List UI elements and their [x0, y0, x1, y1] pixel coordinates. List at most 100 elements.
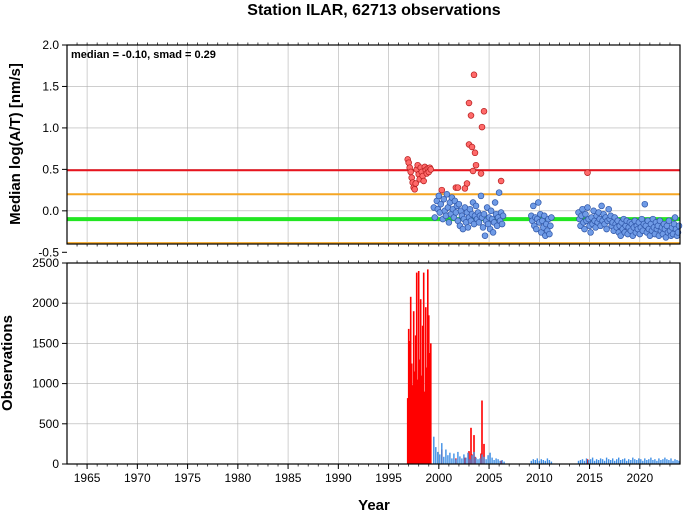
bar-red — [425, 307, 427, 464]
bar-blue — [624, 458, 626, 464]
bottom-x-ticks: 1965 1970 1975 1980 1985 1990 1995 2000 2005 2010… — [74, 260, 671, 485]
x-tick-label: 1965 — [74, 471, 101, 485]
top-y-tick-label: 0.0 — [42, 204, 59, 218]
bar-blue — [670, 458, 672, 464]
bar-blue — [595, 459, 598, 464]
bar-red — [468, 451, 470, 464]
bar-blue — [453, 453, 455, 464]
scatter-point-red — [454, 184, 462, 191]
bar-blue — [548, 460, 551, 464]
bar-blue — [664, 457, 666, 464]
scatter-point-blue — [477, 192, 485, 200]
bar-red — [409, 296, 412, 464]
bar-red — [421, 325, 424, 464]
bottom-y-axis-label: Observations — [0, 315, 16, 411]
scatter-point-red — [470, 71, 478, 79]
scatter-point-blue — [675, 222, 683, 230]
bottom-y-tick-label: 2500 — [32, 256, 59, 270]
scatter-point-red — [584, 169, 591, 176]
bar-blue — [676, 460, 678, 464]
x-tick-label: 2010 — [526, 471, 553, 485]
scatter-point-red — [407, 168, 414, 176]
scatter-point-red — [467, 112, 475, 119]
bar-red — [406, 398, 409, 464]
scatter-point-blue — [546, 230, 553, 238]
scatter-point-blue — [603, 225, 610, 233]
scatter-point-blue — [495, 189, 503, 196]
bar-blue — [632, 457, 634, 464]
bar-blue — [591, 457, 594, 464]
bar-blue — [461, 458, 463, 464]
top-scatter-points — [404, 71, 683, 241]
stats-annotation: median = -0.10, smad = 0.29 — [71, 49, 216, 61]
bar-red — [407, 328, 410, 464]
bar-blue — [477, 459, 479, 464]
bar-red — [408, 341, 411, 464]
scatter-point-blue — [530, 202, 537, 210]
scatter-point-red — [468, 143, 476, 151]
bar-blue — [499, 460, 501, 464]
bar-blue — [652, 460, 654, 464]
scatter-point-red — [438, 186, 446, 194]
bottom-bars — [406, 269, 680, 464]
scatter-point-blue — [481, 232, 489, 239]
scatter-point-blue — [584, 204, 591, 211]
bar-blue — [441, 443, 443, 464]
scatter-point-blue — [587, 229, 594, 236]
bar-blue — [610, 460, 612, 464]
bar-blue — [587, 460, 590, 464]
top-panel: -0.5 0.0 0.5 1.0 1.5 2.0 median = -0.10, smad… — [7, 38, 683, 259]
x-tick-label: 1990 — [325, 471, 352, 485]
top-reference-lines — [67, 169, 680, 245]
scatter-point-blue — [479, 224, 487, 231]
bar-blue — [497, 459, 499, 464]
bar-red — [586, 459, 589, 464]
scatter-point-blue — [665, 217, 673, 225]
bar-red — [464, 457, 466, 464]
bar-red — [429, 353, 431, 464]
scatter-point-blue — [582, 210, 589, 218]
bar-blue — [503, 461, 505, 464]
x-tick-label: 1995 — [375, 471, 402, 485]
scatter-point-red — [411, 186, 418, 193]
bar-blue — [463, 454, 465, 464]
scatter-point-red — [478, 123, 486, 131]
bar-blue — [581, 459, 584, 464]
scatter-point-blue — [598, 202, 605, 210]
bar-blue — [449, 452, 451, 464]
bar-blue — [658, 458, 660, 464]
bar-blue — [648, 459, 650, 464]
bar-blue — [668, 460, 670, 464]
bar-blue — [465, 457, 467, 464]
bar-red — [430, 343, 432, 464]
bar-blue — [459, 456, 461, 464]
scatter-point-blue — [475, 219, 483, 226]
bar-blue — [634, 459, 636, 464]
bar-blue — [630, 460, 632, 464]
bar-blue — [495, 458, 497, 464]
bar-blue — [439, 454, 441, 464]
bar-blue — [455, 459, 457, 464]
bottom-y-tick-label: 2000 — [32, 296, 59, 310]
scatter-point-red — [497, 177, 505, 185]
x-tick-label: 1975 — [174, 471, 201, 485]
bar-blue — [650, 457, 652, 464]
bar-blue — [678, 460, 680, 464]
bar-blue — [642, 460, 644, 464]
bar-red — [424, 391, 426, 464]
scatter-point-red — [472, 161, 480, 169]
scatter-point-blue — [440, 195, 448, 203]
bar-blue — [622, 459, 624, 464]
bar-blue — [640, 459, 642, 464]
bar-blue — [618, 457, 620, 464]
bar-blue — [471, 455, 473, 464]
bar-blue — [636, 460, 638, 464]
bar-blue — [626, 460, 628, 464]
bar-blue — [536, 458, 538, 464]
scatter-point-blue — [535, 199, 542, 206]
bottom-y-tick-label: 1500 — [32, 336, 59, 350]
bottom-y-ticks: 0 500 1000 1500 2000 2500 — [32, 256, 67, 471]
bar-red — [417, 271, 420, 464]
bar-blue — [583, 460, 586, 464]
scatter-point-red — [420, 177, 427, 185]
